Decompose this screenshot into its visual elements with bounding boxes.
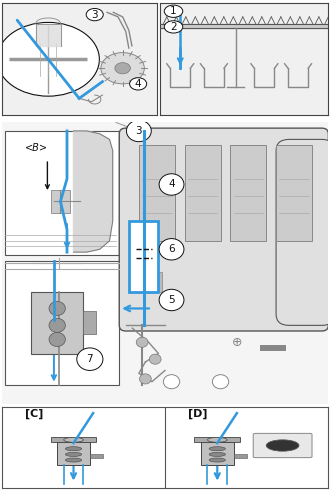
Bar — [146, 272, 162, 292]
Circle shape — [164, 21, 183, 33]
Bar — [194, 438, 240, 442]
Circle shape — [159, 289, 184, 311]
Circle shape — [208, 438, 227, 442]
Circle shape — [64, 438, 83, 442]
Circle shape — [65, 452, 82, 456]
Circle shape — [0, 23, 99, 96]
Bar — [230, 145, 266, 241]
Text: [D]: [D] — [188, 408, 207, 418]
Bar — [260, 345, 286, 351]
Bar — [51, 438, 96, 442]
Circle shape — [136, 337, 148, 347]
Text: 3: 3 — [136, 126, 142, 136]
Bar — [184, 145, 220, 241]
Circle shape — [164, 5, 183, 18]
Bar — [51, 190, 70, 213]
Text: 5: 5 — [168, 295, 175, 305]
Text: [C]: [C] — [24, 408, 43, 418]
Circle shape — [209, 458, 225, 462]
Text: 1: 1 — [170, 6, 177, 16]
FancyBboxPatch shape — [276, 140, 330, 325]
Bar — [276, 145, 312, 241]
Circle shape — [77, 348, 103, 370]
Circle shape — [65, 447, 82, 451]
Circle shape — [86, 8, 103, 21]
Text: ⊕: ⊕ — [232, 336, 242, 349]
Circle shape — [130, 78, 147, 90]
Circle shape — [159, 239, 184, 260]
Circle shape — [49, 318, 65, 332]
Circle shape — [49, 332, 65, 346]
Ellipse shape — [266, 440, 299, 451]
FancyBboxPatch shape — [253, 433, 312, 458]
Circle shape — [49, 301, 65, 316]
Circle shape — [159, 174, 184, 195]
Bar — [83, 311, 96, 334]
Circle shape — [65, 458, 82, 462]
Bar — [5, 131, 119, 255]
Text: 7: 7 — [86, 354, 93, 364]
Circle shape — [209, 447, 225, 451]
Circle shape — [213, 375, 229, 389]
Circle shape — [126, 120, 151, 142]
Text: 3: 3 — [91, 10, 98, 20]
Circle shape — [163, 375, 180, 389]
Bar — [57, 442, 90, 465]
Circle shape — [209, 452, 225, 456]
Text: <B>: <B> — [24, 143, 48, 153]
Circle shape — [140, 374, 151, 384]
Circle shape — [101, 52, 144, 84]
Circle shape — [115, 63, 130, 74]
Circle shape — [149, 354, 161, 364]
Bar — [129, 221, 158, 292]
Bar — [5, 261, 119, 385]
Text: 4: 4 — [135, 79, 142, 89]
Bar — [234, 454, 247, 459]
FancyBboxPatch shape — [119, 128, 328, 331]
Text: 2: 2 — [170, 22, 177, 32]
Bar — [201, 442, 234, 465]
Bar — [139, 145, 175, 241]
Bar — [31, 292, 83, 354]
Text: 6: 6 — [168, 245, 175, 254]
Polygon shape — [74, 131, 113, 252]
Text: 4: 4 — [168, 179, 175, 190]
Bar — [90, 454, 103, 459]
